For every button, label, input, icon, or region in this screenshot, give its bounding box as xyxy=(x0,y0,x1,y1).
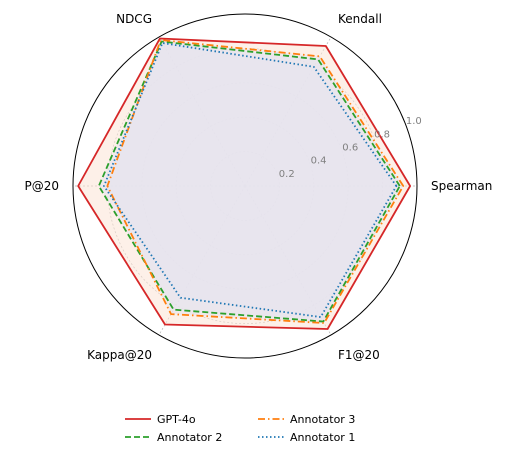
outer-frame xyxy=(72,13,418,359)
category-label-2: NDCG xyxy=(116,12,152,26)
legend-label-0: GPT-4o xyxy=(157,413,196,426)
r-tick-label-0: 0.2 xyxy=(279,169,295,180)
series-line-1 xyxy=(97,40,401,323)
r-tick-label-3: 0.8 xyxy=(374,129,390,140)
legend: GPT-4o Annotator 2 Annotator 3 Annotator 1 xyxy=(125,413,355,444)
radial-tick-labels: 0.2 0.4 0.6 0.8 1.0 xyxy=(279,116,422,180)
series-line-layer xyxy=(77,37,412,330)
series-area-3 xyxy=(103,43,397,318)
category-labels: Spearman Kendall NDCG P@20 Kappa@20 F1@20 xyxy=(24,12,492,362)
legend-label-2: Annotator 3 xyxy=(290,413,355,426)
r-tick-label-4: 1.0 xyxy=(406,116,422,127)
series-line-3 xyxy=(103,42,398,318)
category-label-4: Kappa@20 xyxy=(87,348,152,362)
category-label-5: F1@20 xyxy=(338,348,380,362)
series-line-2 xyxy=(106,39,405,324)
series-fill-layer xyxy=(78,38,411,329)
r-tick-label-2: 0.6 xyxy=(342,143,358,154)
series-line-0 xyxy=(77,37,412,330)
category-label-0: Spearman xyxy=(431,179,492,193)
r-tick-label-1: 0.4 xyxy=(311,156,327,167)
category-label-1: Kendall xyxy=(338,12,382,26)
category-label-3: P@20 xyxy=(24,179,59,193)
legend-label-1: Annotator 2 xyxy=(157,431,222,444)
legend-label-3: Annotator 1 xyxy=(290,431,355,444)
